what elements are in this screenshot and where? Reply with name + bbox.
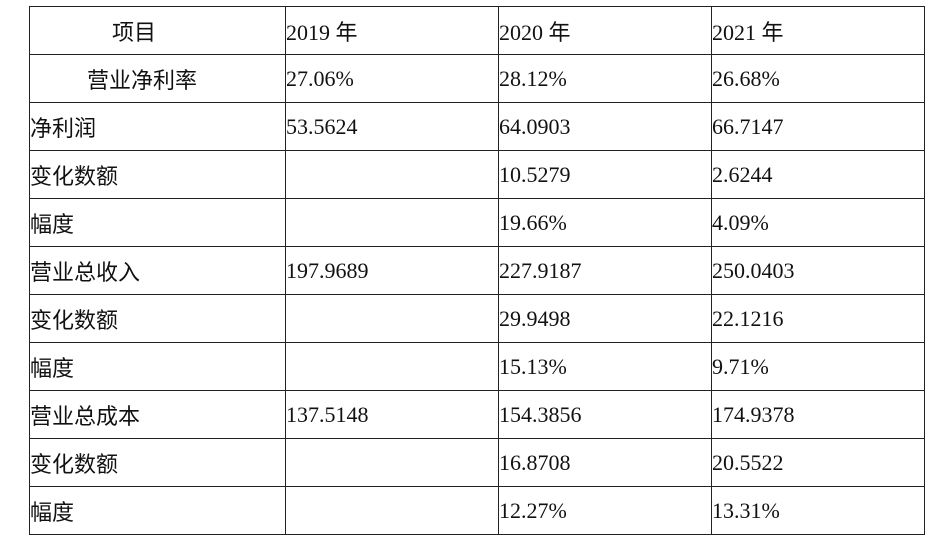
- cell-2019: [285, 198, 499, 247]
- header-2020: 2020 年: [498, 6, 712, 55]
- row-label: 变化数额: [29, 150, 286, 199]
- table-row: 变化数额 10.5279 2.6244: [29, 150, 925, 199]
- cell-2021: 20.5522: [711, 438, 925, 487]
- row-label: 变化数额: [29, 438, 286, 487]
- cell-2021: 174.9378: [711, 390, 925, 439]
- table-row: 净利润 53.5624 64.0903 66.7147: [29, 102, 925, 151]
- cell-2021: 9.71%: [711, 342, 925, 391]
- cell-2020: 12.27%: [498, 486, 712, 535]
- cell-2020: 16.8708: [498, 438, 712, 487]
- row-label: 营业总收入: [29, 246, 286, 295]
- row-label: 幅度: [29, 342, 286, 391]
- header-row: 项目 2019 年 2020 年 2021 年: [29, 6, 925, 55]
- table-row: 营业总收入 197.9689 227.9187 250.0403: [29, 246, 925, 295]
- cell-2020: 227.9187: [498, 246, 712, 295]
- cell-2021: 26.68%: [711, 54, 925, 103]
- row-label: 变化数额: [29, 294, 286, 343]
- row-label: 幅度: [29, 486, 286, 535]
- cell-2021: 250.0403: [711, 246, 925, 295]
- cell-2019: [285, 150, 499, 199]
- cell-2020: 28.12%: [498, 54, 712, 103]
- cell-2020: 29.9498: [498, 294, 712, 343]
- row-label: 营业总成本: [29, 390, 286, 439]
- cell-2019: 27.06%: [285, 54, 499, 103]
- cell-2021: 13.31%: [711, 486, 925, 535]
- row-label: 净利润: [29, 102, 286, 151]
- table-row: 变化数额 29.9498 22.1216: [29, 294, 925, 343]
- table-row: 幅度 19.66% 4.09%: [29, 198, 925, 247]
- cell-2021: 66.7147: [711, 102, 925, 151]
- table-row: 变化数额 16.8708 20.5522: [29, 438, 925, 487]
- row-label: 营业净利率: [29, 54, 286, 103]
- header-item: 项目: [29, 6, 286, 55]
- cell-2019: 197.9689: [285, 246, 499, 295]
- table-row: 幅度 12.27% 13.31%: [29, 486, 925, 535]
- table-row: 幅度 15.13% 9.71%: [29, 342, 925, 391]
- cell-2019: [285, 342, 499, 391]
- cell-2020: 10.5279: [498, 150, 712, 199]
- cell-2020: 19.66%: [498, 198, 712, 247]
- cell-2019: [285, 438, 499, 487]
- cell-2021: 22.1216: [711, 294, 925, 343]
- header-2019: 2019 年: [285, 6, 499, 55]
- row-label: 幅度: [29, 198, 286, 247]
- financial-table: 项目 2019 年 2020 年 2021 年 营业净利率 27.06% 28.…: [29, 6, 925, 535]
- cell-2019: 53.5624: [285, 102, 499, 151]
- cell-2019: [285, 294, 499, 343]
- cell-2021: 2.6244: [711, 150, 925, 199]
- cell-2020: 15.13%: [498, 342, 712, 391]
- header-2021: 2021 年: [711, 6, 925, 55]
- cell-2021: 4.09%: [711, 198, 925, 247]
- cell-2020: 64.0903: [498, 102, 712, 151]
- cell-2019: [285, 486, 499, 535]
- table-row: 营业净利率 27.06% 28.12% 26.68%: [29, 54, 925, 103]
- cell-2020: 154.3856: [498, 390, 712, 439]
- table-row: 营业总成本 137.5148 154.3856 174.9378: [29, 390, 925, 439]
- cell-2019: 137.5148: [285, 390, 499, 439]
